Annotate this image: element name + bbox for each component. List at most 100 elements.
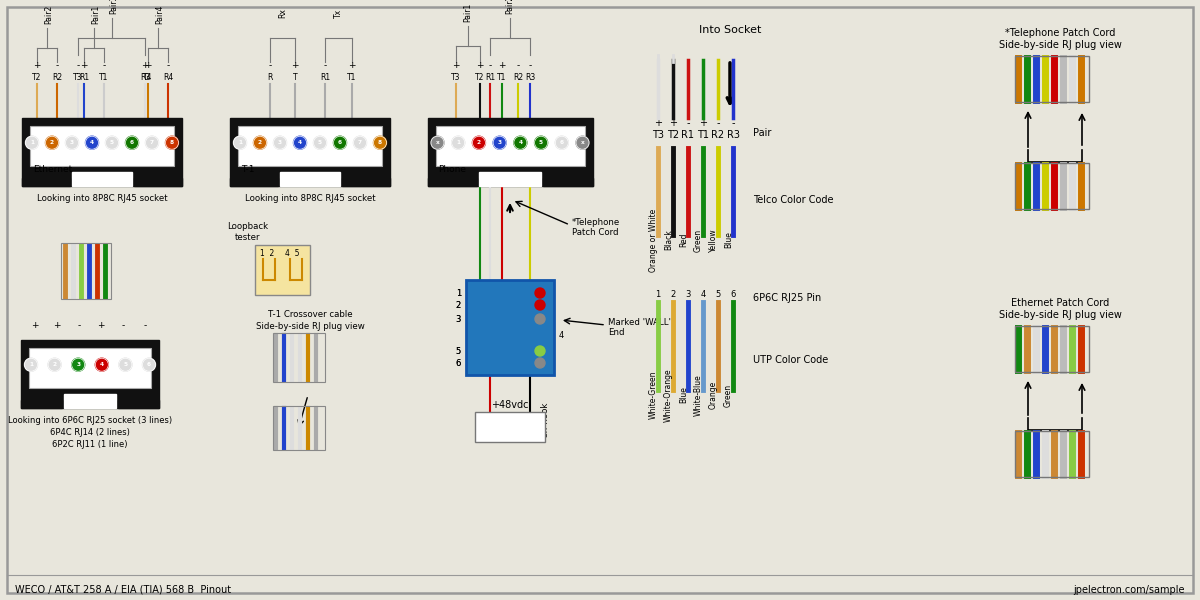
Circle shape	[66, 136, 78, 149]
Text: T2: T2	[667, 130, 679, 140]
Text: 3: 3	[685, 290, 691, 299]
Text: Side-by-side RJ plug view: Side-by-side RJ plug view	[256, 322, 365, 331]
Text: tester: tester	[235, 233, 260, 242]
Bar	[436, 126, 584, 166]
Text: R1: R1	[485, 73, 496, 82]
Text: +: +	[654, 118, 662, 128]
Text: Yellow: Yellow	[709, 228, 718, 252]
Text: Pair2: Pair2	[44, 5, 54, 24]
Bar	[230, 118, 390, 186]
Text: 7: 7	[150, 140, 154, 145]
Bar	[274, 333, 325, 382]
Bar	[22, 178, 70, 186]
Text: Ethernet Patch Cord: Ethernet Patch Cord	[1010, 298, 1109, 308]
Text: R2: R2	[512, 73, 523, 82]
Text: 5: 5	[110, 140, 114, 145]
Text: +48vdc: +48vdc	[491, 400, 529, 410]
Bar	[342, 178, 390, 186]
Text: 5: 5	[456, 346, 461, 355]
Text: 6: 6	[130, 140, 134, 145]
Text: +: +	[476, 61, 484, 70]
Text: -: -	[686, 118, 690, 128]
Text: 6: 6	[146, 362, 151, 367]
Text: 5: 5	[539, 140, 544, 145]
Text: x: x	[581, 140, 584, 145]
Text: *Telephone Patch Cord: *Telephone Patch Cord	[1004, 28, 1115, 38]
Text: +: +	[348, 61, 355, 70]
Bar	[22, 340, 158, 408]
Circle shape	[556, 136, 569, 149]
Text: -: -	[488, 61, 492, 70]
Bar	[30, 126, 174, 166]
Text: Red: Red	[679, 233, 688, 247]
Text: 3: 3	[76, 362, 80, 367]
Text: 2: 2	[258, 140, 262, 145]
Text: -: -	[102, 61, 106, 70]
Text: 4: 4	[100, 362, 104, 367]
Circle shape	[534, 136, 547, 149]
Circle shape	[72, 358, 85, 371]
Text: +: +	[485, 421, 496, 433]
Text: Orange or White: Orange or White	[649, 208, 658, 272]
Text: Rx: Rx	[278, 8, 288, 18]
Text: -: -	[269, 61, 271, 70]
Text: R4: R4	[163, 73, 173, 82]
Text: 4: 4	[701, 290, 706, 299]
Bar	[72, 172, 132, 186]
Text: -: -	[731, 118, 734, 128]
Text: T2: T2	[32, 73, 42, 82]
Text: 6: 6	[456, 358, 461, 367]
Text: jpelectron.com/sample: jpelectron.com/sample	[1074, 585, 1186, 595]
Text: +: +	[452, 61, 460, 70]
Text: -: -	[77, 61, 79, 70]
Text: Side-by-side RJ plug view: Side-by-side RJ plug view	[998, 40, 1122, 50]
Text: +: +	[34, 61, 41, 70]
Text: 5: 5	[715, 290, 721, 299]
Text: 6: 6	[456, 358, 461, 367]
Text: Pair4: Pair4	[156, 5, 164, 24]
Text: 3: 3	[70, 140, 74, 145]
Text: -: -	[55, 61, 59, 70]
Circle shape	[95, 358, 108, 371]
Text: T4: T4	[143, 73, 152, 82]
Text: R: R	[268, 73, 272, 82]
Circle shape	[234, 136, 246, 149]
Text: 3: 3	[456, 314, 461, 323]
Text: 1  2: 1 2	[260, 249, 275, 258]
Bar	[22, 118, 182, 186]
Text: R3: R3	[726, 130, 739, 140]
Text: Pair2: Pair2	[505, 0, 515, 14]
Circle shape	[535, 288, 545, 298]
Circle shape	[274, 136, 287, 149]
Text: 5: 5	[124, 362, 127, 367]
Text: 1: 1	[655, 290, 661, 299]
Circle shape	[535, 314, 545, 324]
Text: -: -	[121, 322, 125, 331]
Circle shape	[253, 136, 266, 149]
Text: T1: T1	[497, 73, 506, 82]
Text: 8: 8	[170, 140, 174, 145]
Text: T-1 Crossover cable: T-1 Crossover cable	[268, 310, 353, 319]
Text: 1: 1	[30, 140, 34, 145]
Text: +: +	[144, 61, 151, 70]
Text: -: -	[77, 322, 80, 331]
Text: 6P2C RJ11 (1 line): 6P2C RJ11 (1 line)	[53, 440, 127, 449]
Text: WECO / AT&T 258 A / EIA (TIA) 568 B  Pinout: WECO / AT&T 258 A / EIA (TIA) 568 B Pino…	[14, 585, 232, 595]
Text: 2: 2	[671, 290, 676, 299]
Text: T2: T2	[475, 73, 485, 82]
Text: 4  5: 4 5	[286, 249, 300, 258]
Text: Blue: Blue	[724, 232, 733, 248]
Text: Black: Black	[664, 230, 673, 250]
Text: 6: 6	[559, 140, 564, 145]
Text: 3: 3	[498, 140, 502, 145]
Circle shape	[126, 136, 138, 149]
Circle shape	[145, 136, 158, 149]
Text: 6: 6	[338, 140, 342, 145]
Circle shape	[535, 300, 545, 310]
Circle shape	[354, 136, 366, 149]
Text: Ethernet: Ethernet	[34, 164, 72, 173]
Circle shape	[119, 358, 132, 371]
Text: -: -	[528, 421, 533, 433]
Circle shape	[24, 358, 37, 371]
Text: 2: 2	[456, 301, 461, 310]
